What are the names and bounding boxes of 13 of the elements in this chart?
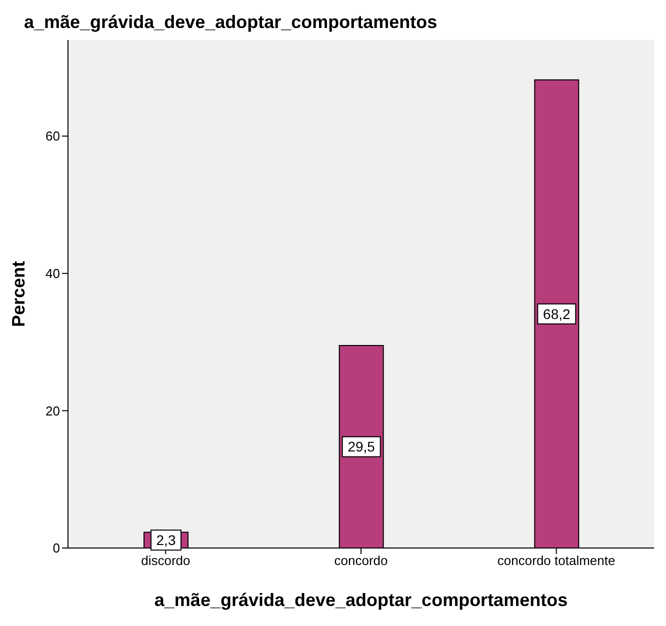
y-tick-label: 20	[46, 403, 60, 418]
x-axis-title: a_mãe_grávida_deve_adoptar_comportamentos	[154, 590, 568, 610]
y-tick-label: 0	[52, 540, 60, 556]
x-tick-label: discordo	[141, 553, 190, 568]
data-label: 68,2	[543, 306, 571, 322]
y-axis-title: Percent	[8, 260, 28, 328]
data-label: 29,5	[348, 438, 376, 455]
x-tick-label: concordo totalmente	[497, 553, 616, 568]
y-tick-label: 40	[46, 266, 60, 282]
chart-title: a_mãe_grávida_deve_adoptar_comportamentos	[23, 11, 438, 34]
x-tick-label: concordo	[334, 553, 388, 568]
data-label: 2,3	[156, 532, 176, 548]
y-tick-label: 60	[46, 128, 60, 144]
